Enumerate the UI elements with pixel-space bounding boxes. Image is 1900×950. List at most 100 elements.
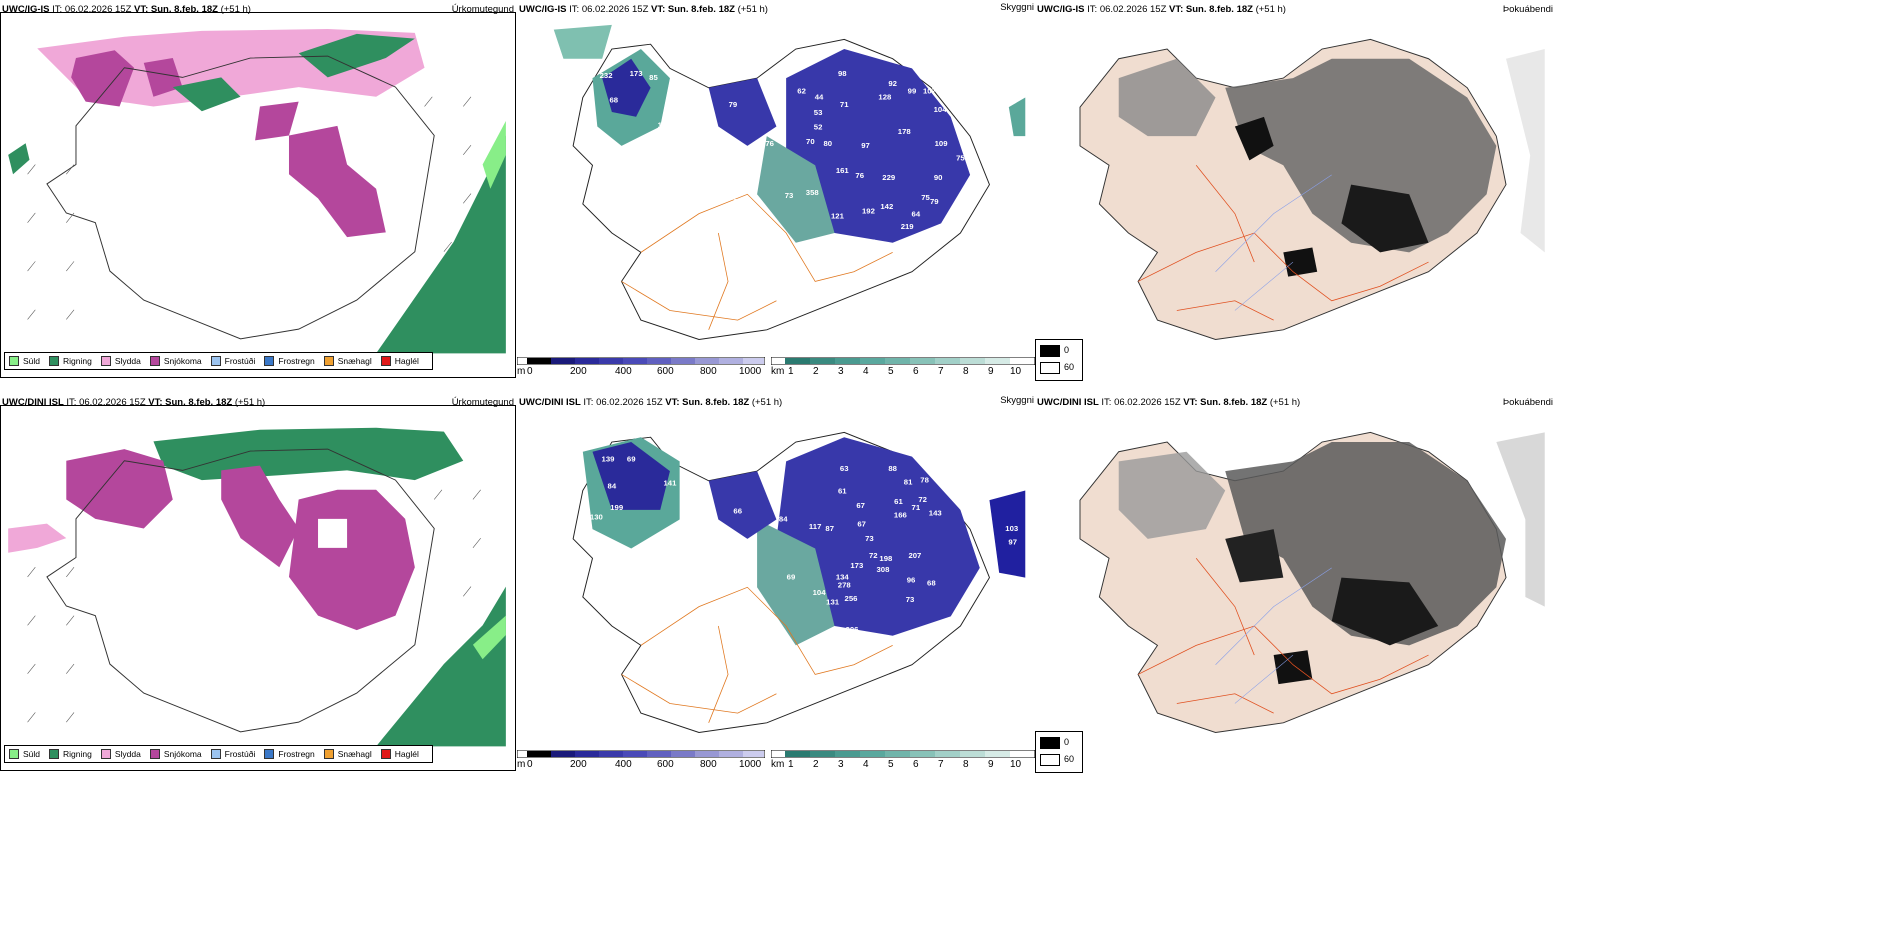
vis-label: 80 [656,566,665,575]
vis-label: 61 [838,486,847,495]
fog-key-label-high: 60 [1064,754,1075,764]
vis-label: 103 [1005,524,1019,533]
vis-label: 109 [935,139,949,148]
vis-label: 79 [930,197,939,206]
legend-swatch [9,749,19,759]
colorbar-tick: 200 [570,366,587,377]
vis-label: 256 [845,594,859,603]
colorbar-tick: 9 [988,366,994,377]
vis-label: 73 [785,191,794,200]
visibility-panel-ig: UWC/IG-IS IT: 06.02.2026 15Z VT: Sun. 8.… [517,0,1034,378]
vis-label: 104 [813,588,827,597]
legend-item: Frostregn [264,749,315,759]
visibility-m-colorbar: m 0 200 400 600 800 1000 [517,750,765,772]
vis-label: 80 [823,139,832,148]
panel-title: UWC/IG-IS IT: 06.02.2026 15Z VT: Sun. 8.… [2,4,251,15]
vis-label: 130 [590,513,603,522]
fog-key-label-low: 0 [1064,345,1070,355]
colorbar-unit: m [517,759,526,770]
vis-label: 76 [855,171,864,180]
vis-label: 67 [857,519,866,528]
colorbar-ramp [517,750,765,758]
colorbar-tick: 8 [963,366,969,377]
vis-label: 73 [906,595,915,604]
legend-item: Snjókoma [149,356,202,366]
colorbar-tick: 800 [700,759,717,770]
colorbar-tick: 7 [938,366,944,377]
vis-label: 173 [630,69,644,78]
vis-label: 107 [923,87,936,96]
fog-key-swatch-low [1040,737,1060,749]
fog-panel-ig: UWC/IG-IS IT: 06.02.2026 15Z VT: Sun. 8.… [1035,0,1555,378]
vis-label: 218 [863,238,877,247]
legend-item: Snjókoma [149,749,202,759]
fog-key-swatch-low [1040,345,1060,357]
panel-title: UWC/IG-IS IT: 06.02.2026 15Z VT: Sun. 8.… [1037,4,1286,15]
fog-map [1079,431,1545,734]
vis-label: 72 [869,551,878,560]
panel-title: UWC/IG-IS IT: 06.02.2026 15Z VT: Sun. 8.… [519,4,768,15]
panel-title: UWC/DINI ISL IT: 06.02.2026 15Z VT: Sun.… [2,397,266,408]
legend-item: Rigning [49,356,92,366]
colorbar-tick: 6 [913,759,919,770]
vis-label: 19 [675,98,684,107]
colorbar-tick: 1000 [739,759,762,770]
vis-label: 82 [733,197,742,206]
vis-label: 67 [664,132,673,141]
precip-type-legend: Súld Rigning Slydda Snjókoma Frostúði Fr… [4,745,433,763]
colorbar-tick: 5 [888,759,894,770]
legend-swatch [100,356,111,366]
vis-label: 278 [838,580,852,589]
legend-item: Súld [9,356,40,366]
colorbar-tick: 0 [527,366,533,377]
vis-label: 63 [840,464,849,473]
vis-label: 192 [862,207,875,216]
vis-label: 173 [850,561,864,570]
visibility-panel-dini: UWC/DINI ISL IT: 06.02.2026 15Z VT: Sun.… [517,393,1034,771]
vis-label: 229 [882,173,896,182]
vis-label: 195 [658,120,672,129]
precip-type-panel-ig: UWC/IG-IS IT: 06.02.2026 15Z VT: Sun. 8.… [0,0,516,378]
vis-label: 71 [912,503,921,512]
fog-key-box: 0 60 [1035,731,1083,773]
colorbar-unit: km [771,366,785,377]
vis-label: 104 [934,105,948,114]
legend-item: Frostúði [210,356,255,366]
colorbar-tick: 400 [615,366,632,377]
precip-type-panel-dini: UWC/DINI ISL IT: 06.02.2026 15Z VT: Sun.… [0,393,516,771]
colorbar-tick: 200 [570,759,587,770]
vis-label: 68 [927,578,936,587]
colorbar-ramp [771,357,1035,365]
vis-label: 166 [894,511,908,520]
variable-label: Úrkomutegund [451,397,514,408]
vis-label: 70 [806,137,815,146]
colorbar-tick: 1 [788,759,794,770]
legend-swatch [49,356,60,366]
vis-label: 143 [929,509,943,518]
legend-item: Súld [9,749,40,759]
vis-label: 82 [772,478,781,487]
colorbar-tick: 6 [913,366,919,377]
map-frame [0,405,516,771]
colorbar-tick: 5 [888,366,894,377]
fog-key-box: 0 60 [1035,339,1083,381]
vis-label: 97 [861,141,870,150]
colorbar-tick: 600 [657,759,674,770]
map-frame [0,12,516,378]
vis-label: 90 [934,173,943,182]
legend-item: Haglél [380,749,419,759]
vis-label: 92 [888,79,897,88]
legend-swatch [380,749,391,759]
legend-swatch [323,356,334,366]
vis-label: 99 [908,87,917,96]
vis-label: 62 [797,87,806,96]
colorbar-tick: 1 [788,366,794,377]
vis-label: 44 [815,92,824,101]
vis-label: 81 [904,478,913,487]
visibility-map: 232 173 85 68 79 19 98 62 44 53 92 128 9… [553,24,1026,341]
colorbar-tick: 7 [938,759,944,770]
vis-label: 60 [627,185,636,194]
variable-label: Skyggni [1000,2,1034,13]
vis-label: 96 [907,575,916,584]
vis-label: 87 [825,524,834,533]
